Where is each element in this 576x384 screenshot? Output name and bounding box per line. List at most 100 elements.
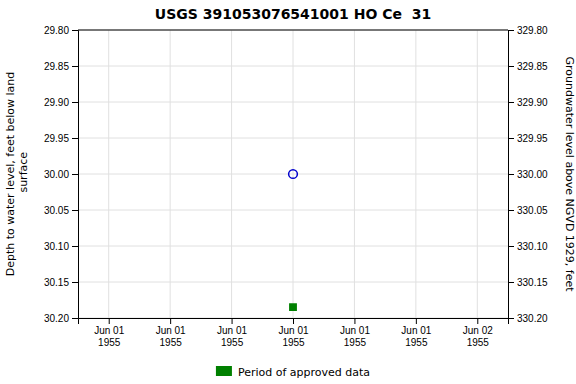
y2-tick-mark bbox=[508, 174, 514, 175]
y-tick: 30.15 bbox=[44, 277, 78, 288]
y2-tick: 329.90 bbox=[508, 97, 548, 108]
frame-top bbox=[78, 30, 508, 31]
y2-tick-mark bbox=[508, 282, 514, 283]
y-tick-mark bbox=[72, 66, 78, 67]
y-tick-mark bbox=[72, 30, 78, 31]
point bbox=[290, 304, 296, 310]
x-tick: Jun 011955 bbox=[156, 318, 186, 348]
legend: Period of approved data bbox=[216, 366, 370, 379]
y2-tick-label: 330.05 bbox=[517, 205, 548, 216]
x-tick-label-line: Jun 01 bbox=[340, 325, 370, 336]
y2-tick-mark bbox=[508, 138, 514, 139]
y-axis-title-line: Depth to water level, feet below land bbox=[4, 72, 17, 277]
x-tick-mark bbox=[416, 318, 417, 324]
y2-tick-label: 329.95 bbox=[517, 133, 548, 144]
y2-tick-label: 330.20 bbox=[517, 313, 548, 324]
y2-tick: 329.95 bbox=[508, 133, 548, 144]
y2-tick-mark bbox=[508, 246, 514, 247]
grid-line-x bbox=[354, 30, 355, 318]
y2-tick-mark bbox=[508, 210, 514, 211]
y-axis-title: Depth to water level, feet below land su… bbox=[4, 72, 30, 277]
grid-line-x bbox=[108, 30, 109, 318]
x-tick-label-line: Jun 01 bbox=[278, 325, 308, 336]
y-tick-mark bbox=[72, 282, 78, 283]
y-tick: 29.90 bbox=[44, 97, 78, 108]
y2-tick-label: 329.90 bbox=[517, 97, 548, 108]
x-tick: Jun 011955 bbox=[94, 318, 124, 348]
legend-swatch bbox=[216, 366, 232, 376]
grid-line-x bbox=[170, 30, 171, 318]
x-tick: Jun 011955 bbox=[401, 318, 431, 348]
y2-tick-label: 329.80 bbox=[517, 25, 548, 36]
x-axis-line bbox=[79, 319, 509, 325]
x-tick-mark bbox=[354, 318, 355, 324]
x-tick: Jun 021955 bbox=[463, 318, 493, 348]
x-tick-label: Jun 011955 bbox=[401, 325, 431, 348]
y2-tick: 329.80 bbox=[508, 25, 548, 36]
y2-tick-mark bbox=[508, 66, 514, 67]
x-tick-label: Jun 011955 bbox=[94, 325, 124, 348]
x-tick-label-line: 1955 bbox=[160, 337, 183, 348]
grid-line-y bbox=[78, 30, 508, 31]
y-tick-label: 30.10 bbox=[44, 241, 69, 252]
y-tick: 30.05 bbox=[44, 205, 78, 216]
x-tick: Jun 011955 bbox=[278, 318, 308, 348]
y2-tick-mark bbox=[508, 30, 514, 31]
grid-line-x bbox=[477, 30, 478, 318]
point bbox=[289, 170, 298, 179]
x-tick-label-line: Jun 01 bbox=[156, 325, 186, 336]
x-tick-label-line: 1955 bbox=[221, 337, 244, 348]
y-tick-label: 29.85 bbox=[44, 61, 69, 72]
y-tick-mark bbox=[72, 210, 78, 211]
y-axis-title-line: surface bbox=[17, 152, 30, 196]
x-tick-label: Jun 011955 bbox=[156, 325, 186, 348]
y-tick: 29.95 bbox=[44, 133, 78, 144]
x-tick-mark bbox=[293, 318, 294, 324]
y-tick-mark bbox=[72, 246, 78, 247]
y-tick-label: 30.00 bbox=[44, 169, 69, 180]
x-tick-mark bbox=[232, 318, 233, 324]
y-tick-label: 29.90 bbox=[44, 97, 69, 108]
x-tick-label-line: 1955 bbox=[282, 337, 305, 348]
x-tick-label-line: Jun 02 bbox=[463, 325, 493, 336]
x-tick-label: Jun 011955 bbox=[340, 325, 370, 348]
y2-tick: 330.05 bbox=[508, 205, 548, 216]
x-tick-label-line: 1955 bbox=[405, 337, 428, 348]
y-tick-label: 29.80 bbox=[44, 25, 69, 36]
y2-tick-label: 330.15 bbox=[517, 277, 548, 288]
title: USGS 391053076541001 HO Ce 31 bbox=[155, 6, 431, 22]
x-tick: Jun 011955 bbox=[217, 318, 247, 348]
y-tick-label: 30.20 bbox=[44, 313, 69, 324]
x-tick-label-line: Jun 01 bbox=[94, 325, 124, 336]
y2-tick-label: 330.10 bbox=[517, 241, 548, 252]
grid bbox=[78, 30, 508, 318]
y2-tick: 330.00 bbox=[508, 169, 548, 180]
x-tick-label-line: Jun 01 bbox=[401, 325, 431, 336]
y2-tick-label: 329.85 bbox=[517, 61, 548, 72]
y2-tick: 330.15 bbox=[508, 277, 548, 288]
y-tick: 29.85 bbox=[44, 61, 78, 72]
x-tick-mark bbox=[109, 318, 110, 324]
y2-axis-title: Groundwater level above NGVD 1929, feet bbox=[563, 56, 576, 292]
y-axis: 29.80 29.85 29.90 29.95 30.00 30.05 30.10 30.15… bbox=[44, 25, 79, 324]
grid-line-x bbox=[293, 30, 294, 318]
x-tick: Jun 011955 bbox=[340, 318, 370, 348]
y-tick-mark bbox=[72, 138, 78, 139]
y-tick-mark bbox=[72, 318, 78, 319]
x-tick-label-line: 1955 bbox=[98, 337, 121, 348]
x-tick-label: Jun 011955 bbox=[278, 325, 308, 348]
y2-tick-label: 330.00 bbox=[517, 169, 548, 180]
plot: 29.80 29.85 29.90 29.95 30.00 30.05 30.10 30.15… bbox=[44, 25, 548, 348]
x-tick-mark bbox=[477, 318, 478, 324]
y2-axis-line bbox=[509, 31, 515, 319]
grid-line-x bbox=[415, 30, 416, 318]
y-tick: 30.00 bbox=[44, 169, 78, 180]
y-tick-mark bbox=[72, 102, 78, 103]
y-tick: 30.20 bbox=[44, 313, 78, 324]
y2-tick: 330.20 bbox=[508, 313, 548, 324]
marks bbox=[289, 170, 298, 311]
grid-line-x bbox=[231, 30, 232, 318]
y2-tick: 330.10 bbox=[508, 241, 548, 252]
x-tick-label: Jun 011955 bbox=[217, 325, 247, 348]
y2-tick-mark bbox=[508, 102, 514, 103]
